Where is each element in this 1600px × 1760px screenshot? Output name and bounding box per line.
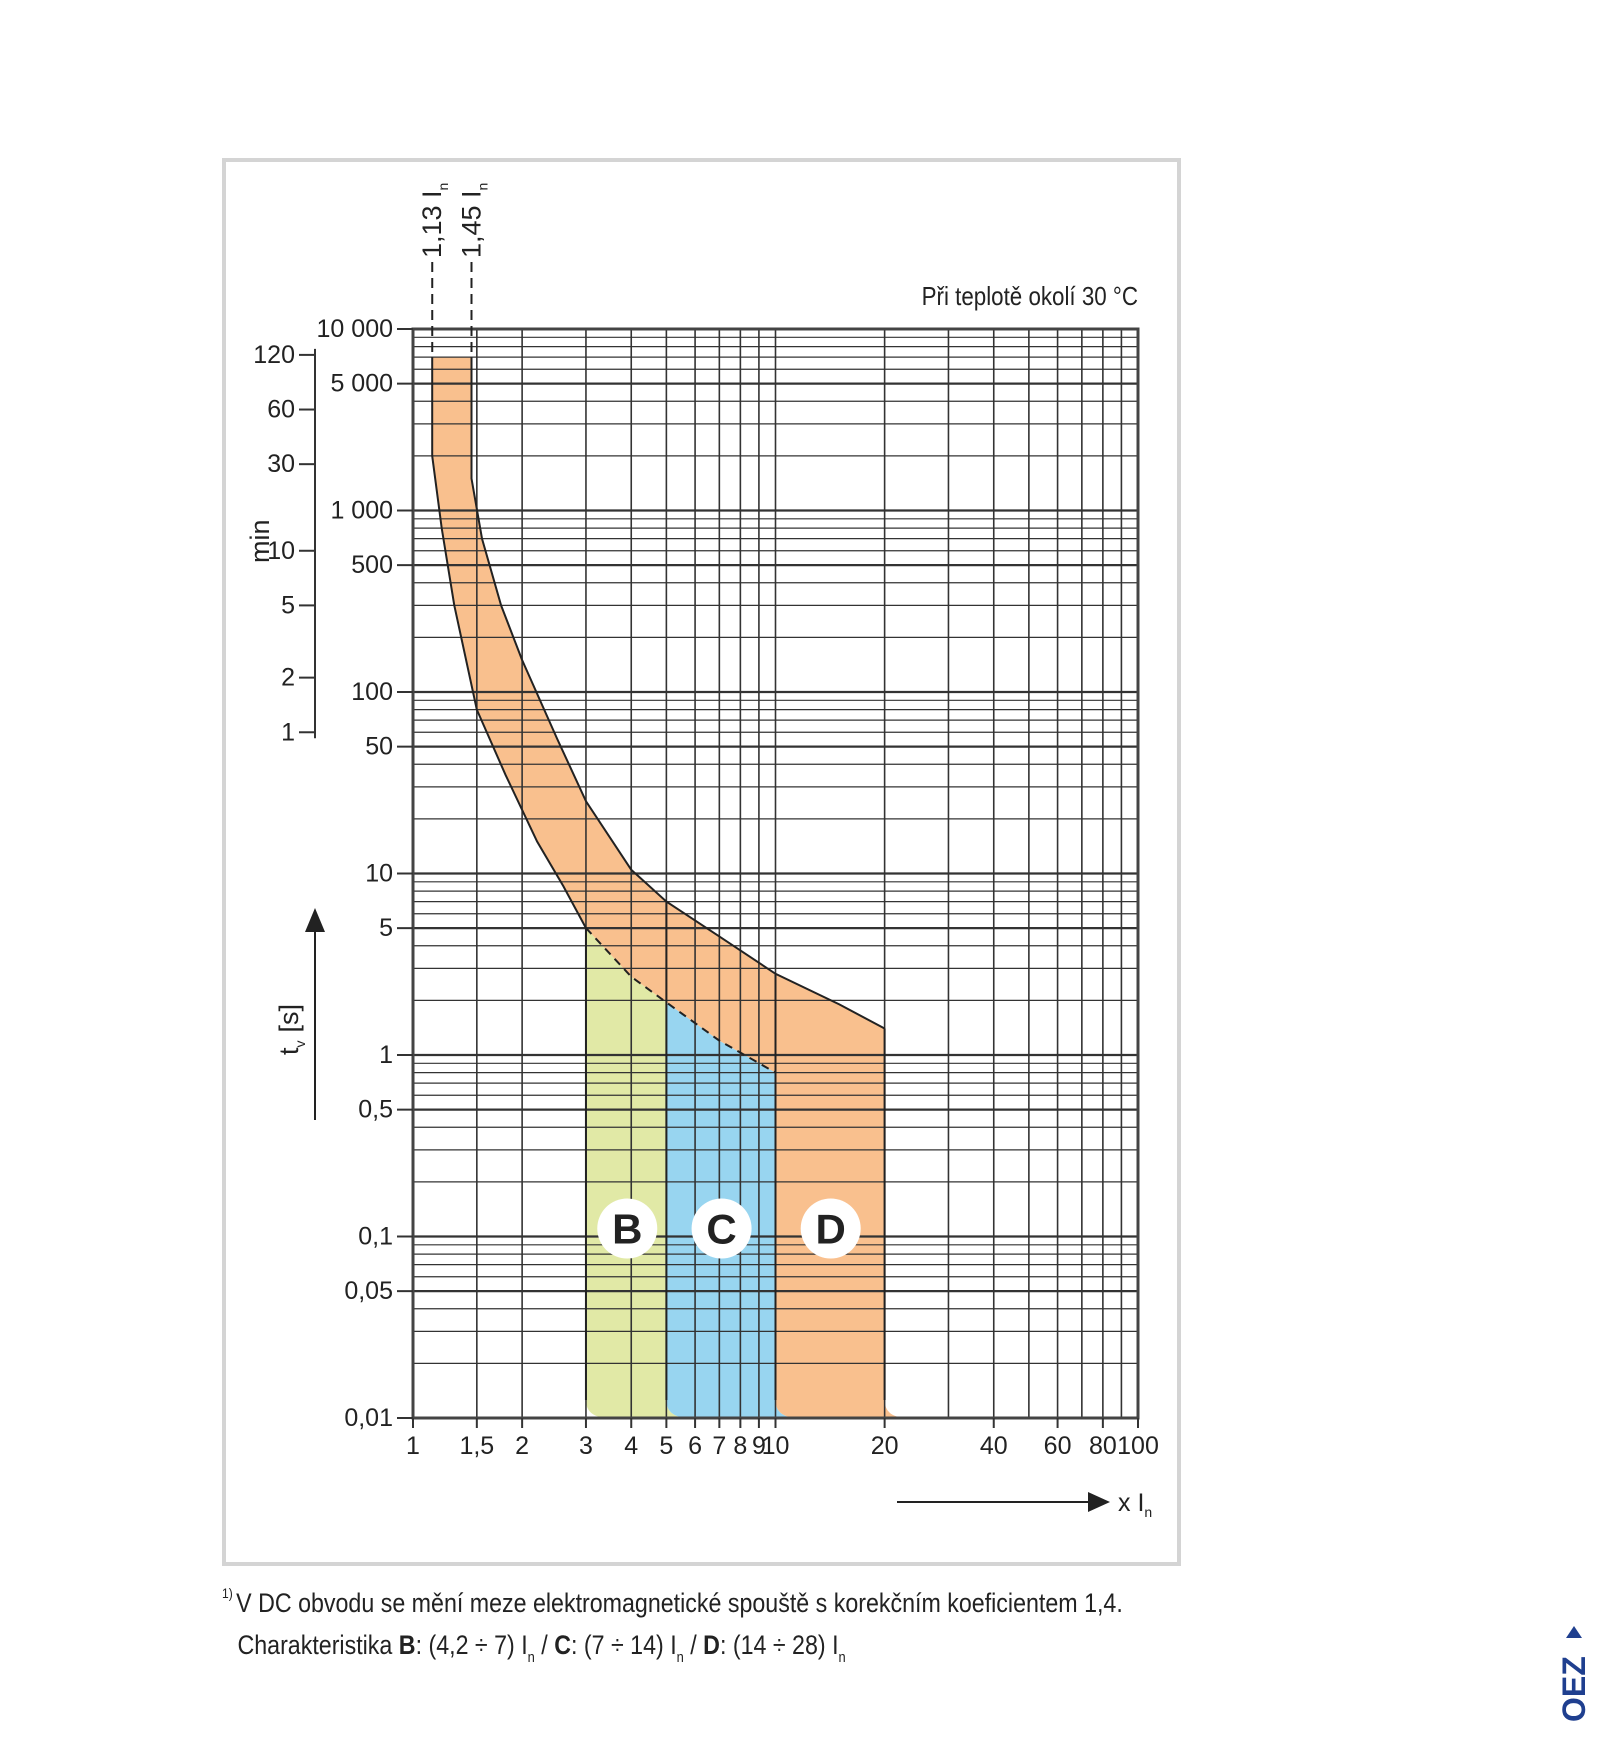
y-tick-label: 5 [379, 914, 393, 942]
curves-layer [431, 262, 886, 1400]
min-tick-label: 120 [253, 341, 295, 369]
y-tick-label: 0,05 [344, 1277, 393, 1305]
band-D [775, 973, 909, 1418]
footnote-sep-1: / [534, 1630, 555, 1660]
x-tick-label: 40 [980, 1432, 1008, 1460]
x-tick-label: 10 [762, 1432, 790, 1460]
x-tick-label: 100 [1117, 1432, 1159, 1460]
footnote-b-sub: n [527, 1649, 535, 1666]
min-tick-label: 5 [281, 591, 295, 619]
x-tick-label: 60 [1044, 1432, 1072, 1460]
chart-title: Při teplotě okolí 30 °C [922, 282, 1138, 311]
y-axis-arrow-head [305, 908, 325, 932]
series-label-D: D [816, 1206, 846, 1253]
x-tick-label: 80 [1089, 1432, 1117, 1460]
x-tick-label: 8 [733, 1432, 747, 1460]
band-B [585, 928, 691, 1418]
footnote-b-range: : (4,2 ÷ 7) I [415, 1630, 528, 1660]
y-tick-label: 0,01 [344, 1404, 393, 1432]
x-tick-label: 1,5 [459, 1432, 494, 1460]
reference-line-label: 1,45 In [456, 183, 490, 258]
logo-text: OEZ [1556, 1656, 1592, 1722]
series-badge-B [597, 1198, 658, 1259]
y-tick-label: 5 000 [330, 370, 393, 398]
x-tick-label: 20 [871, 1432, 899, 1460]
y-tick-label: 1 [379, 1041, 393, 1069]
y-tick-label: 10 000 [317, 315, 393, 343]
min-axis-label: min [245, 519, 275, 563]
min-tick-label: 60 [267, 396, 295, 424]
series-label-C: C [706, 1206, 736, 1253]
x-tick-label: 6 [688, 1432, 702, 1460]
y-tick-label: 100 [351, 678, 393, 706]
footnote-line-1: 1) V DC obvodu se mění meze elektromagnet… [222, 1572, 1123, 1624]
x-tick-label: 9 [752, 1432, 766, 1460]
footnote-c-sub: n [676, 1649, 684, 1666]
x-tick-label: 3 [579, 1432, 593, 1460]
y-axis-label-sub: v [292, 1040, 308, 1047]
footnote-b-label: B [398, 1630, 416, 1660]
footnote-text-1: V DC obvodu se mění meze elektromagnetic… [236, 1588, 1123, 1618]
logo-triangle-icon [1566, 1626, 1582, 1638]
x-tick-label: 4 [624, 1432, 638, 1460]
footnote-c-range: : (7 ÷ 14) I [570, 1630, 677, 1660]
min-tick-label: 1 [281, 718, 295, 746]
x-axis-label: x In [1118, 1489, 1152, 1520]
footnote-d-label: D [703, 1630, 720, 1660]
reference-line-label: 1,13 In [417, 183, 451, 258]
y-tick-label: 0,5 [358, 1096, 393, 1124]
y-tick-label: 500 [351, 551, 393, 579]
upper-curve [470, 357, 886, 1030]
reference-line-sub: n [474, 183, 490, 191]
y-axis-label-unit: [s] [274, 1004, 304, 1033]
min-tick-label: 30 [267, 450, 295, 478]
axes-layer: 10 000 5 000 1 000 500 100 50 10 5 1 0,5 0,1 0,05 0,… [245, 315, 1159, 1520]
oez-logo: OEZ [1556, 1622, 1596, 1742]
lower-curve [431, 357, 587, 929]
x-tick-label: 7 [712, 1432, 726, 1460]
footnote-d-range: : (14 ÷ 28) I [719, 1630, 839, 1660]
footnote-prefix: Charakteristika [237, 1630, 399, 1660]
x-tick-label: 1 [406, 1432, 420, 1460]
y-tick-label: 10 [365, 860, 393, 888]
footnote-d-sub: n [838, 1649, 846, 1666]
x-axis-arrow-head [1088, 1492, 1110, 1512]
labels-layer: 1,13 In1,45 In B C D [417, 183, 861, 1259]
x-tick-label: 2 [515, 1432, 529, 1460]
footnote-marker: 1) [222, 1585, 233, 1601]
footnote-c-label: C [554, 1630, 571, 1660]
y-tick-label: 0,1 [358, 1223, 393, 1251]
footnote-sep-2: / [683, 1630, 704, 1660]
dashed-lower-curve [585, 927, 776, 1074]
min-tick-label: 2 [281, 664, 295, 692]
y-tick-label: 50 [365, 733, 393, 761]
reference-line-sub: n [435, 183, 451, 191]
footnote: 1) V DC obvodu se mění meze elektromagnet… [222, 1572, 1123, 1679]
x-tick-label: 5 [659, 1432, 673, 1460]
x-axis-label-sub: n [1144, 1504, 1152, 1520]
series-badge-C [691, 1198, 752, 1259]
y-tick-label: 1 000 [330, 497, 393, 525]
series-label-B: B [612, 1206, 642, 1253]
footnote-line-2: Charakteristika B: (4,2 ÷ 7) In / C: (7 … [222, 1624, 1123, 1679]
min-tick-label: 10 [267, 537, 295, 565]
series-badge-D [800, 1198, 861, 1259]
